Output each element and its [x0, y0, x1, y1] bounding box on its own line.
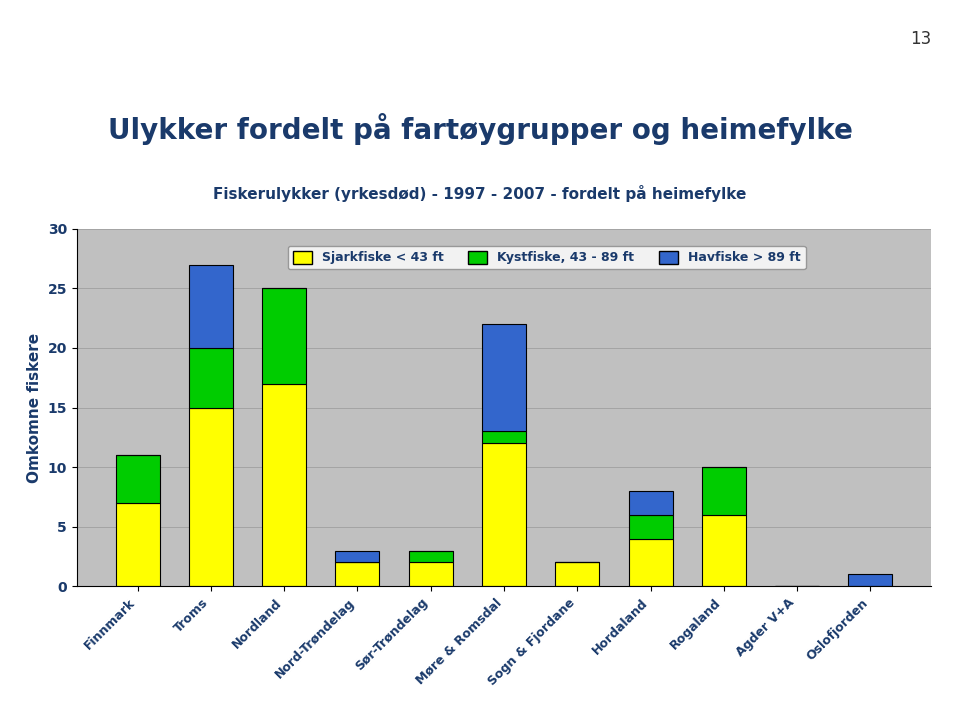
Bar — [409, 551, 453, 563]
Text: Ulykker fordelt på fartøygrupper og heimefylke: Ulykker fordelt på fartøygrupper og heim… — [108, 113, 852, 144]
Bar — [262, 384, 306, 586]
Text: Fiskerulykker (yrkesdød) - 1997 - 2007 - fordelt på heimefylke: Fiskerulykker (yrkesdød) - 1997 - 2007 -… — [213, 184, 747, 202]
Bar — [482, 443, 526, 586]
Legend: Sjarkfiske < 43 ft, Kystfiske, 43 - 89 ft, Havfiske > 89 ft: Sjarkfiske < 43 ft, Kystfiske, 43 - 89 f… — [288, 246, 805, 270]
Bar — [262, 288, 306, 384]
Bar — [189, 265, 233, 348]
Bar — [335, 551, 379, 563]
Text: SINTEF Fisheries and Aquaculture: SINTEF Fisheries and Aquaculture — [364, 25, 596, 39]
Bar — [702, 467, 746, 515]
Y-axis label: Omkomne fiskere: Omkomne fiskere — [27, 332, 42, 483]
Bar — [115, 503, 159, 586]
Bar — [555, 563, 599, 586]
Bar — [189, 408, 233, 586]
Text: 13: 13 — [910, 30, 931, 49]
Bar — [629, 491, 673, 515]
Text: SINTEF: SINTEF — [29, 23, 106, 41]
Bar — [482, 431, 526, 443]
Bar — [189, 348, 233, 408]
Bar — [482, 324, 526, 431]
Bar — [702, 515, 746, 586]
Bar — [629, 538, 673, 586]
Bar — [629, 515, 673, 538]
Bar — [849, 574, 893, 586]
Bar — [409, 563, 453, 586]
Bar — [335, 563, 379, 586]
Bar — [115, 455, 159, 503]
